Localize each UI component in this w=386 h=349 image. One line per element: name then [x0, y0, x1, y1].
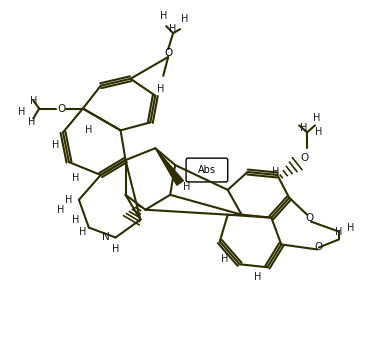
Text: H: H: [335, 227, 342, 237]
Text: H: H: [272, 167, 279, 177]
Text: H: H: [58, 205, 65, 215]
Text: H: H: [18, 107, 25, 118]
Text: H: H: [72, 173, 80, 183]
Text: H: H: [221, 254, 229, 264]
Text: H: H: [157, 84, 164, 94]
Text: H: H: [79, 227, 86, 237]
Text: H: H: [72, 215, 80, 225]
Text: H: H: [313, 113, 321, 124]
Text: H: H: [181, 14, 189, 24]
FancyBboxPatch shape: [186, 158, 228, 182]
Text: H: H: [65, 195, 73, 205]
Text: H: H: [112, 244, 119, 254]
Text: Abs: Abs: [198, 165, 216, 175]
Text: H: H: [85, 125, 93, 135]
Text: O: O: [305, 213, 313, 223]
Text: H: H: [315, 127, 323, 138]
Text: H: H: [159, 11, 167, 21]
Text: H: H: [254, 272, 261, 282]
Polygon shape: [155, 148, 183, 185]
Text: H: H: [28, 117, 35, 127]
Text: H: H: [169, 24, 177, 34]
Text: N: N: [102, 232, 110, 243]
Text: O: O: [315, 243, 323, 252]
Text: H: H: [347, 223, 354, 232]
Text: H: H: [183, 182, 191, 192]
Text: H: H: [30, 96, 37, 106]
Text: H: H: [300, 123, 308, 133]
Text: H: H: [52, 140, 60, 150]
Text: O: O: [300, 153, 308, 163]
Text: O: O: [164, 48, 172, 58]
Text: O: O: [57, 104, 65, 113]
